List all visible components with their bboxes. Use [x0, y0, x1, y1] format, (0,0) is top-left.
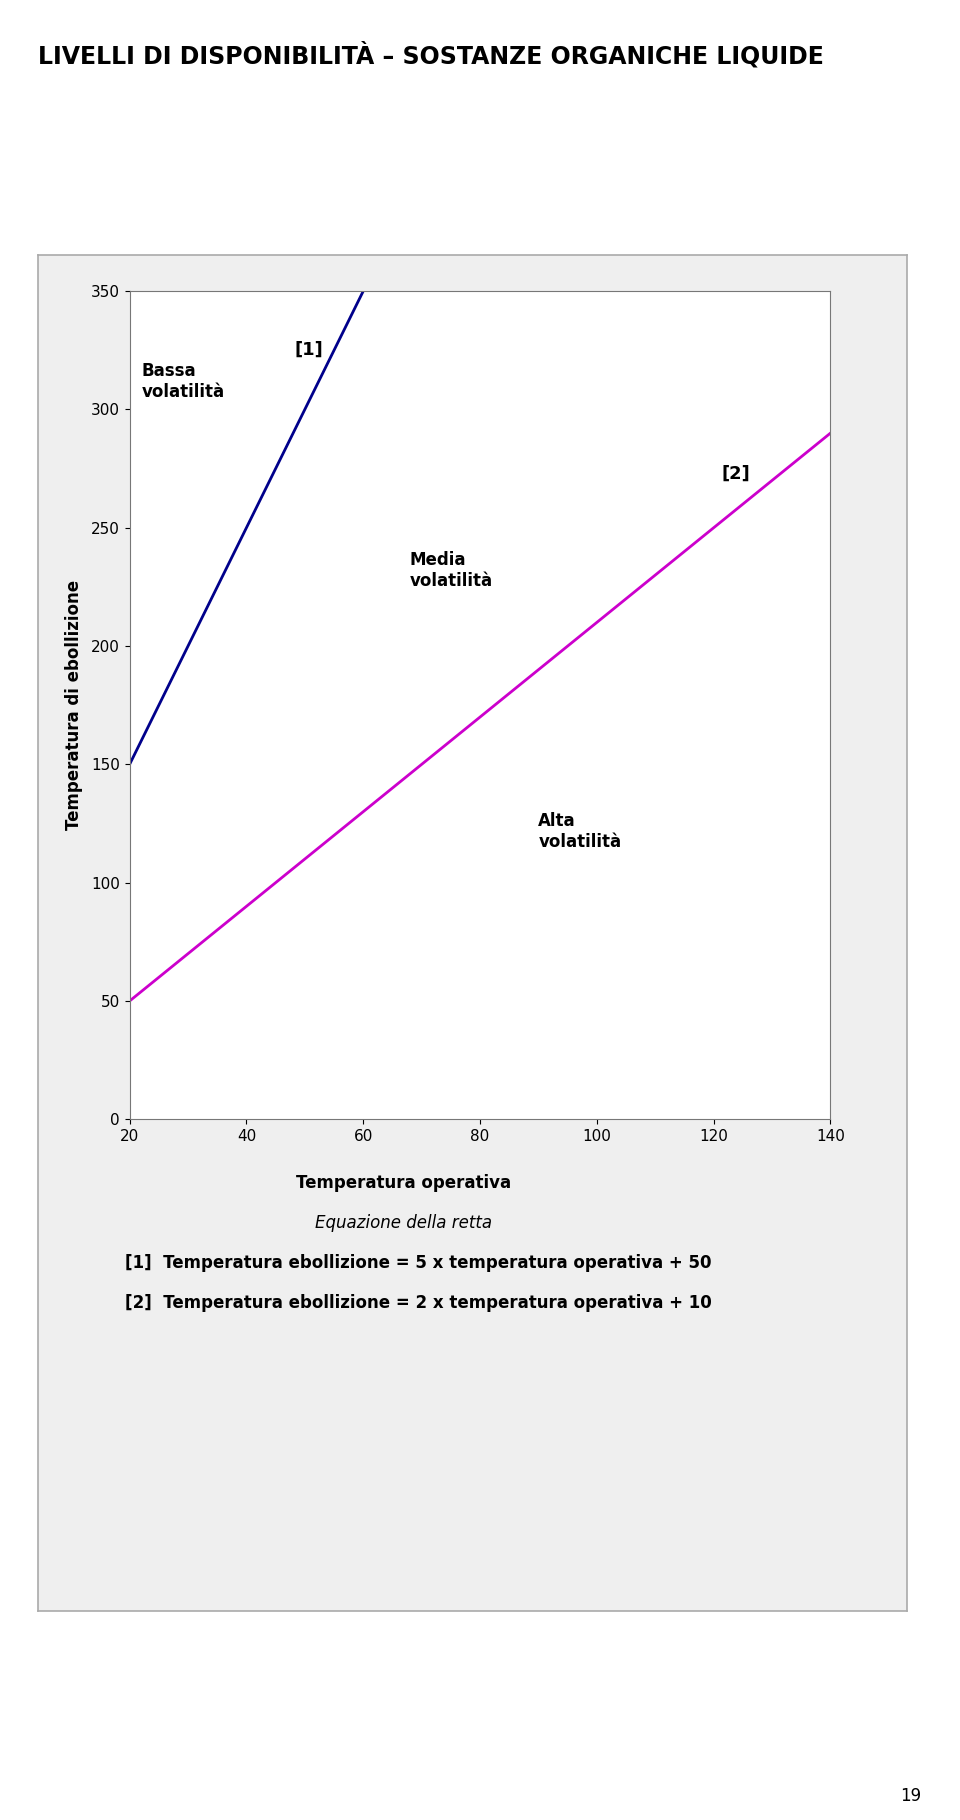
Text: Equazione della retta: Equazione della retta [315, 1214, 492, 1232]
Text: [1]  Temperatura ebollizione = 5 x temperatura operativa + 50: [1] Temperatura ebollizione = 5 x temper… [125, 1254, 711, 1272]
Text: Temperatura operativa: Temperatura operativa [296, 1174, 511, 1192]
Text: [1]: [1] [295, 340, 323, 359]
Text: Bassa
volatilità: Bassa volatilità [141, 362, 225, 400]
Text: Alta
volatilità: Alta volatilità [539, 812, 621, 850]
Text: Media
volatilità: Media volatilità [410, 551, 493, 590]
Text: [2]: [2] [722, 464, 751, 482]
Text: [2]  Temperatura ebollizione = 2 x temperatura operativa + 10: [2] Temperatura ebollizione = 2 x temper… [125, 1294, 712, 1312]
Text: 19: 19 [900, 1787, 922, 1805]
Y-axis label: Temperatura di ebollizione: Temperatura di ebollizione [64, 581, 83, 830]
Text: LIVELLI DI DISPONIBILITÀ – SOSTANZE ORGANICHE LIQUIDE: LIVELLI DI DISPONIBILITÀ – SOSTANZE ORGA… [38, 42, 825, 69]
